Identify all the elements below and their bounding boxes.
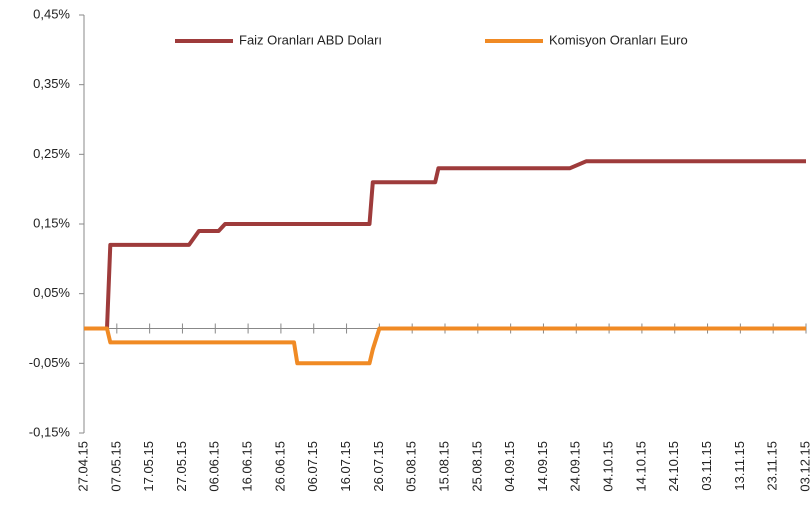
x-tick-label: 15.08.15	[436, 441, 451, 492]
x-tick-label: 06.06.15	[207, 441, 222, 492]
y-tick-label: -0,15%	[29, 424, 71, 439]
x-tick-label: 03.12.15	[797, 441, 810, 492]
x-tick-label: 05.08.15	[404, 441, 419, 492]
y-tick-label: 0,35%	[33, 76, 70, 91]
y-tick-label: 0,05%	[33, 285, 70, 300]
y-tick-label: 0,25%	[33, 146, 70, 161]
x-tick-label: 25.08.15	[469, 441, 484, 492]
x-tick-label: 06.07.15	[305, 441, 320, 492]
series-line	[84, 326, 806, 366]
series-line	[84, 159, 806, 331]
legend-label: Komisyon Oranları Euro	[549, 32, 688, 47]
x-tick-label: 04.09.15	[502, 441, 517, 492]
x-tick-label: 03.11.15	[699, 441, 714, 491]
x-tick-label: 04.10.15	[601, 441, 616, 492]
x-tick-label: 14.10.15	[633, 441, 648, 492]
x-tick-label: 17.05.15	[141, 441, 156, 492]
x-tick-label: 07.05.15	[108, 441, 123, 492]
y-tick-label: -0,05%	[29, 355, 71, 370]
y-tick-label: 0,15%	[33, 215, 70, 230]
x-tick-label: 26.07.15	[371, 441, 386, 492]
x-tick-label: 23.11.15	[765, 441, 780, 491]
legend-label: Faiz Oranları ABD Doları	[239, 32, 382, 47]
x-tick-label: 27.04.15	[75, 441, 90, 492]
x-tick-label: 24.09.15	[568, 441, 583, 492]
y-tick-label: 0,45%	[33, 6, 70, 21]
x-tick-label: 26.06.15	[272, 441, 287, 492]
x-tick-label: 13.11.15	[732, 441, 747, 491]
x-tick-label: 16.07.15	[338, 441, 353, 492]
x-tick-label: 24.10.15	[666, 441, 681, 492]
x-tick-label: 16.06.15	[240, 441, 255, 492]
x-tick-label: 14.09.15	[535, 441, 550, 492]
x-tick-label: 27.05.15	[174, 441, 189, 492]
